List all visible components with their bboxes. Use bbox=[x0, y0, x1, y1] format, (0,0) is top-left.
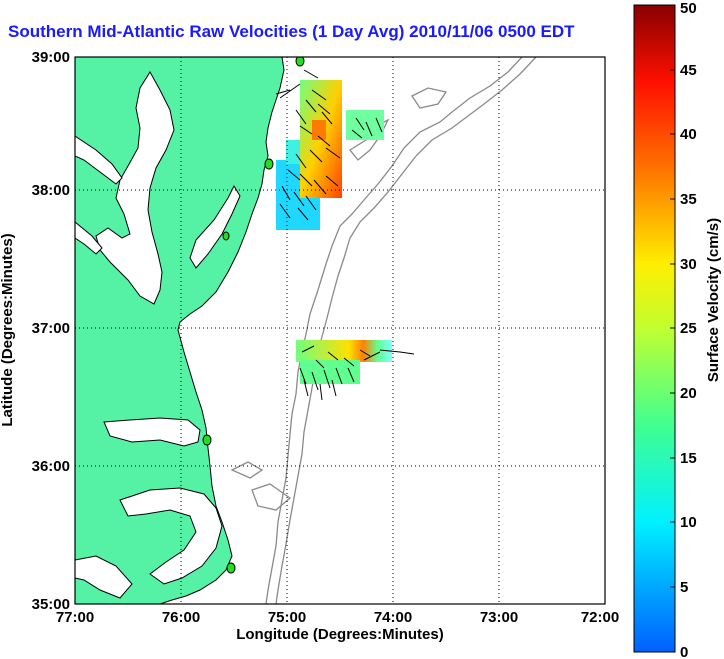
y-tick-label: 36:00 bbox=[32, 458, 70, 475]
colorbar-ticks bbox=[670, 4, 675, 653]
bay-tributary-1 bbox=[75, 135, 123, 185]
map-title: Southern Mid-Atlantic Raw Velocities (1 … bbox=[8, 22, 575, 42]
chesapeake-bay bbox=[95, 71, 175, 305]
x-axis-title: Longitude (Degrees:Minutes) bbox=[236, 626, 444, 643]
colorbar-tick-label: 20 bbox=[680, 385, 697, 402]
x-tick-label: 75:00 bbox=[268, 609, 306, 626]
colorbar-tick-label: 40 bbox=[680, 126, 697, 143]
colorbar-tick-label: 15 bbox=[680, 450, 697, 467]
colorbar-title: Surface Velocity (cm/s) bbox=[705, 218, 722, 382]
station-marker-2 bbox=[264, 158, 274, 170]
colorbar-tick-label: 45 bbox=[680, 62, 697, 79]
station-marker-4 bbox=[202, 434, 212, 446]
delmarva-water bbox=[189, 184, 241, 269]
x-tick-label: 72:00 bbox=[581, 609, 619, 626]
velocity-patch-south bbox=[296, 340, 392, 362]
station-marker-5 bbox=[226, 562, 236, 574]
bay-tributary-2 bbox=[75, 221, 103, 255]
y-tick-label: 37:00 bbox=[32, 320, 70, 337]
velocity-patch-orange bbox=[312, 120, 326, 140]
plot-frame bbox=[74, 56, 606, 605]
colorbar-tick-label: 50 bbox=[680, 0, 697, 17]
station-marker-1 bbox=[295, 57, 305, 67]
colorbar-tick-label: 25 bbox=[680, 320, 697, 337]
bathymetry-contours bbox=[230, 57, 537, 604]
y-tick-label: 39:00 bbox=[32, 49, 70, 66]
x-tick-label: 77:00 bbox=[56, 609, 94, 626]
colorbar-tick-label: 30 bbox=[680, 256, 697, 273]
map-title-text: Southern Mid-Atlantic Raw Velocities (1 … bbox=[8, 22, 575, 41]
y-axis-title: Latitude (Degrees:Minutes) bbox=[0, 233, 16, 426]
x-tick-label: 74:00 bbox=[374, 609, 412, 626]
x-tick-label: 76:00 bbox=[162, 609, 200, 626]
station-marker-3 bbox=[222, 231, 230, 241]
y-tick-label: 38:00 bbox=[32, 182, 70, 199]
x-tick-label: 73:00 bbox=[480, 609, 518, 626]
sound-inlet bbox=[75, 555, 133, 599]
map-grid bbox=[75, 57, 605, 604]
pamlico-sound bbox=[119, 487, 223, 585]
velocity-vectors bbox=[275, 69, 415, 401]
colorbar-tick-label: 0 bbox=[680, 644, 688, 659]
colorbar-tick-label: 5 bbox=[680, 579, 688, 596]
colorbar-tick-label: 10 bbox=[680, 514, 697, 531]
station-markers bbox=[202, 57, 305, 574]
colorbar-tick-label: 35 bbox=[680, 191, 697, 208]
y-tick-label: 35:00 bbox=[32, 596, 70, 613]
velocity-patch-offshore bbox=[346, 110, 384, 140]
colorbar bbox=[633, 4, 676, 653]
albemarle-sound bbox=[103, 417, 201, 447]
